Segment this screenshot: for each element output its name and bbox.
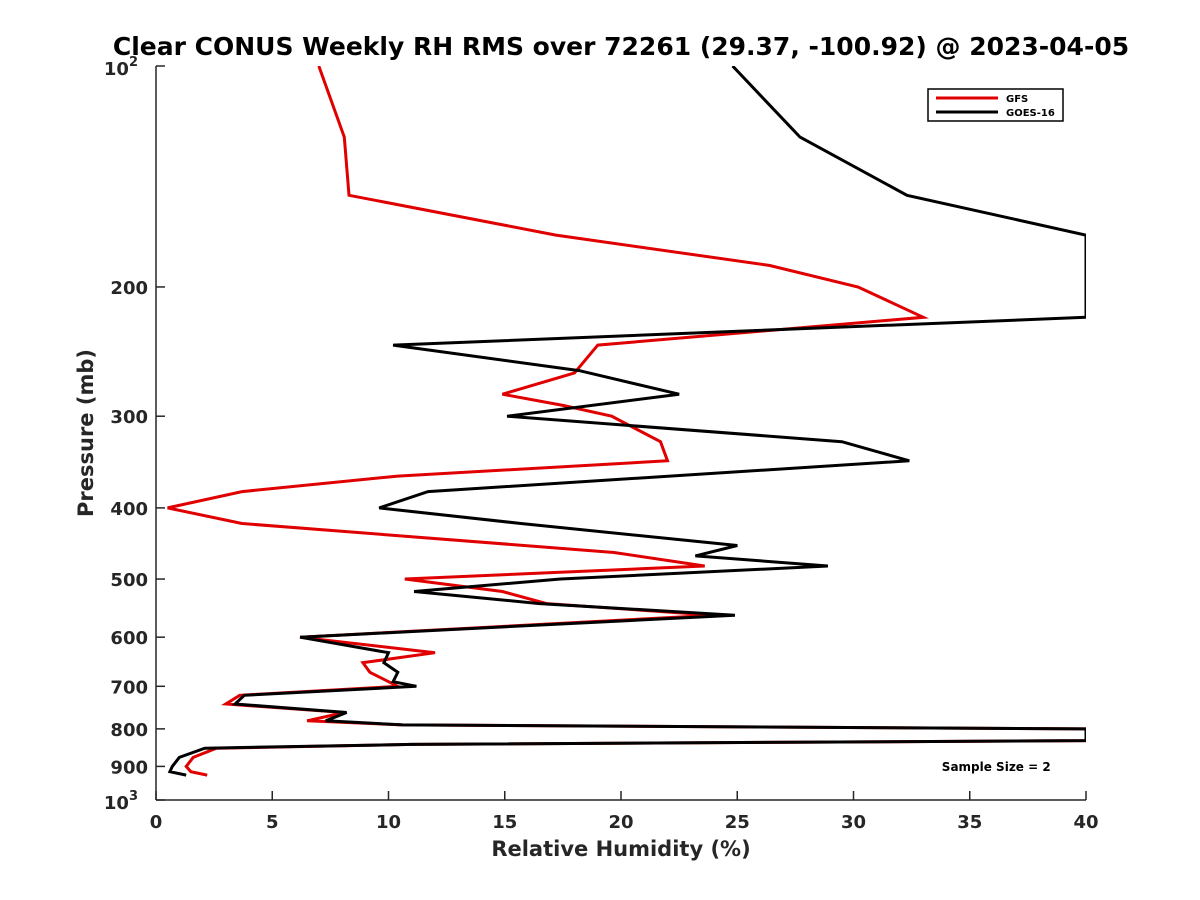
y-tick-exponent: 2 — [129, 55, 138, 70]
x-axis-ticks: 0 5 10 15 20 25 30 35 40 — [150, 791, 1099, 833]
y-tick-label: 900 — [110, 757, 148, 778]
x-axis-label: Relative Humidity (%) — [491, 837, 750, 861]
y-tick-label: 102 — [104, 55, 138, 80]
x-tick-label: 30 — [841, 812, 866, 833]
legend-box — [927, 88, 1064, 122]
annotations: Sample Size = 2 — [942, 760, 1051, 774]
legend-entry: GOES-16 — [1006, 108, 1055, 119]
x-tick-label: 0 — [150, 812, 163, 833]
y-tick-label: 400 — [110, 499, 148, 520]
x-tick-label: 10 — [376, 812, 401, 833]
series-line-goes-16 — [167, 66, 1086, 777]
y-tick-label: 103 — [104, 789, 138, 814]
x-tick-label: 5 — [266, 812, 279, 833]
x-tick-label: 25 — [725, 812, 750, 833]
y-tick-label: 700 — [110, 677, 148, 698]
legend: GFS GOES-16 — [927, 88, 1064, 122]
sample-size-annotation: Sample Size = 2 — [942, 760, 1051, 774]
y-axis-label: Pressure (mb) — [74, 349, 98, 517]
plot-area — [155, 66, 1086, 801]
x-tick-label: 15 — [492, 812, 517, 833]
y-tick-base: 10 — [104, 59, 129, 80]
y-tick-label: 200 — [110, 278, 148, 299]
x-tick-label: 20 — [608, 812, 633, 833]
x-tick-label: 35 — [957, 812, 982, 833]
chart-title: Clear CONUS Weekly RH RMS over 72261 (29… — [113, 32, 1129, 61]
y-tick-label: 800 — [110, 720, 148, 741]
legend-entry: GFS — [1006, 94, 1028, 105]
x-tick-label: 40 — [1073, 812, 1098, 833]
y-tick-label: 600 — [110, 628, 148, 649]
y-tick-base: 10 — [104, 793, 129, 814]
y-tick-exponent: 3 — [129, 789, 138, 804]
series-line-gfs — [167, 66, 1086, 777]
y-tick-label: 300 — [110, 407, 148, 428]
y-tick-label: 500 — [110, 570, 148, 591]
